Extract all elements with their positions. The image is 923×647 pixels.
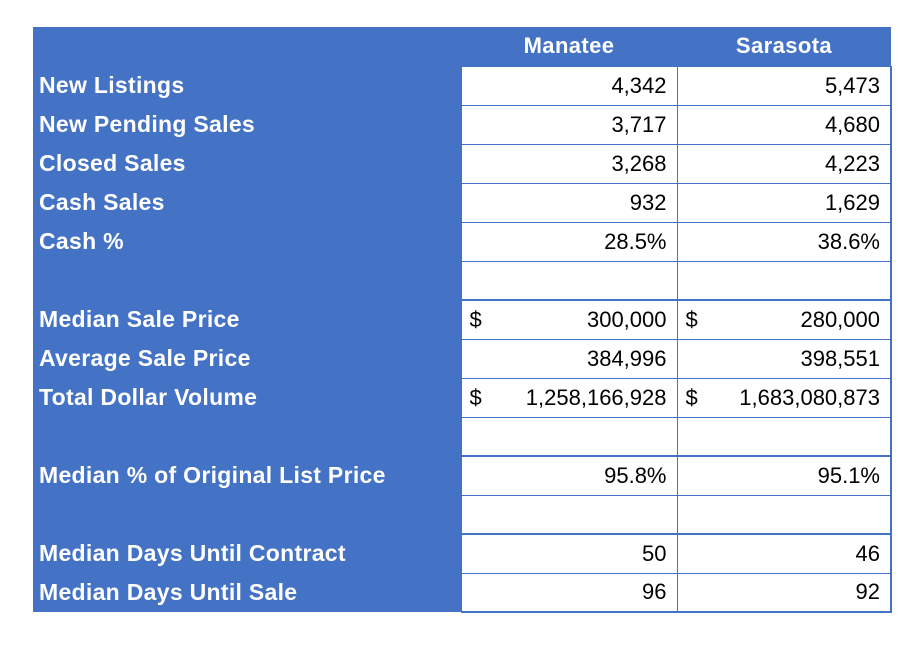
cell-manatee-new-listings: 4,342	[460, 65, 678, 106]
row-label-blank	[33, 495, 461, 534]
cell-manatee-median-days-until-sale: 96	[460, 572, 678, 613]
cell-sarasota-new-listings: 5,473	[676, 65, 892, 106]
cell-sarasota-total-dollar-volume: $1,683,080,873	[676, 377, 892, 418]
row-label: Median Days Until Contract	[33, 534, 461, 573]
cell-sarasota-cash-sales: 1,629	[676, 182, 892, 223]
cell-value: 280,000	[800, 306, 880, 332]
cell-manatee-median-of-original-list-price: 95.8%	[460, 455, 678, 496]
row-label: Cash %	[33, 222, 461, 261]
cell-value: 1,258,166,928	[525, 384, 667, 410]
cell-manatee-blank-9	[460, 416, 678, 457]
cell-sarasota-closed-sales: 4,223	[676, 143, 892, 184]
cell-sarasota-new-pending-sales: 4,680	[676, 104, 892, 145]
table-row: Median % of Original List Price 95.8% 95.1…	[33, 455, 892, 496]
row-label: Average Sale Price	[33, 339, 461, 378]
table-row: Median Sale Price $300,000 $280,000	[33, 299, 892, 340]
cell-manatee-closed-sales: 3,268	[460, 143, 678, 184]
row-label: Total Dollar Volume	[33, 378, 461, 417]
cell-manatee-median-sale-price: $300,000	[460, 299, 678, 340]
row-label: New Listings	[33, 66, 461, 105]
spacer-row	[33, 416, 892, 457]
cell-sarasota-blank-9	[676, 416, 892, 457]
currency-symbol: $	[685, 384, 698, 410]
row-label: New Pending Sales	[33, 105, 461, 144]
county-stats-table: Manatee Sarasota New Listings 4,342 5,473 N…	[33, 27, 892, 613]
table-row: New Pending Sales 3,717 4,680	[33, 104, 892, 145]
row-label: Median % of Original List Price	[33, 456, 461, 495]
table-row: Cash Sales 932 1,629	[33, 182, 892, 223]
corner-cell	[33, 27, 461, 66]
spacer-row	[33, 260, 892, 301]
table-row: Closed Sales 3,268 4,223	[33, 143, 892, 184]
cell-manatee-cash-: 28.5%	[460, 221, 678, 262]
table-row: Cash % 28.5% 38.6%	[33, 221, 892, 262]
header-row: Manatee Sarasota	[33, 27, 891, 66]
cell-manatee-blank-5	[460, 260, 678, 301]
row-label: Median Days Until Sale	[33, 573, 461, 612]
column-header-sarasota: Sarasota	[677, 27, 891, 66]
table-row: Average Sale Price 384,996 398,551	[33, 338, 892, 379]
cell-manatee-median-days-until-contract: 50	[460, 533, 678, 574]
column-header-manatee: Manatee	[461, 27, 677, 66]
stats-table: Manatee Sarasota New Listings 4,342 5,473 N…	[33, 27, 892, 613]
cell-manatee-average-sale-price: 384,996	[460, 338, 678, 379]
table-row: Median Days Until Contract 50 46	[33, 533, 892, 574]
cell-sarasota-median-sale-price: $280,000	[676, 299, 892, 340]
row-label: Closed Sales	[33, 144, 461, 183]
cell-sarasota-median-days-until-sale: 92	[676, 572, 892, 613]
currency-symbol: $	[469, 306, 482, 332]
cell-sarasota-median-days-until-contract: 46	[676, 533, 892, 574]
cell-sarasota-median-of-original-list-price: 95.1%	[676, 455, 892, 496]
currency-symbol: $	[469, 384, 482, 410]
spacer-row	[33, 494, 892, 535]
cell-value: 1,683,080,873	[739, 384, 880, 410]
cell-sarasota-cash-: 38.6%	[676, 221, 892, 262]
table-row: Total Dollar Volume $1,258,166,928 $1,683,…	[33, 377, 892, 418]
table-row: Median Days Until Sale 96 92	[33, 572, 892, 613]
row-label-blank	[33, 417, 461, 456]
row-label-blank	[33, 261, 461, 300]
cell-manatee-blank-11	[460, 494, 678, 535]
cell-manatee-total-dollar-volume: $1,258,166,928	[460, 377, 678, 418]
cell-sarasota-average-sale-price: 398,551	[676, 338, 892, 379]
row-label: Median Sale Price	[33, 300, 461, 339]
row-label: Cash Sales	[33, 183, 461, 222]
cell-sarasota-blank-11	[676, 494, 892, 535]
cell-value: 300,000	[586, 306, 667, 332]
table-row: New Listings 4,342 5,473	[33, 65, 892, 106]
cell-sarasota-blank-5	[676, 260, 892, 301]
cell-manatee-cash-sales: 932	[460, 182, 678, 223]
currency-symbol: $	[685, 306, 698, 332]
cell-manatee-new-pending-sales: 3,717	[460, 104, 678, 145]
